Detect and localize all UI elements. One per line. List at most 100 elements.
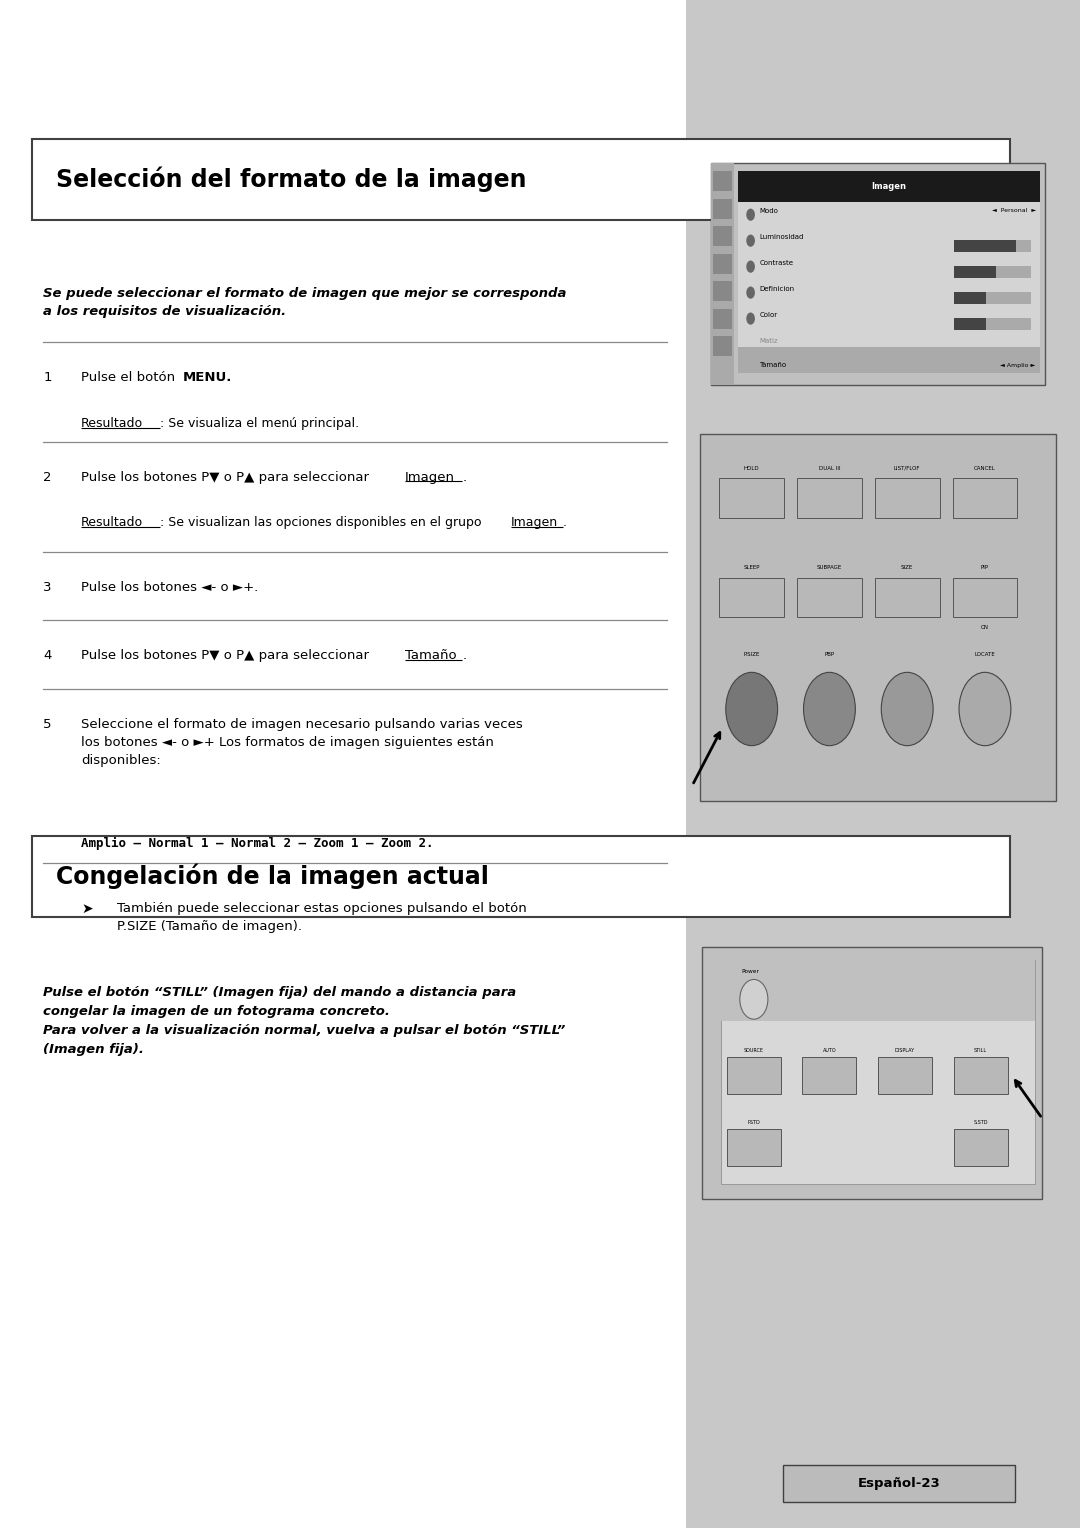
FancyBboxPatch shape (954, 318, 1031, 330)
Text: ON: ON (981, 625, 989, 630)
FancyBboxPatch shape (954, 292, 1031, 304)
FancyBboxPatch shape (802, 1057, 856, 1094)
FancyBboxPatch shape (954, 240, 1016, 252)
FancyBboxPatch shape (797, 478, 862, 518)
Text: Seleccione el formato de imagen necesario pulsando varias veces
los botones ◄- o: Seleccione el formato de imagen necesari… (81, 718, 523, 767)
Text: Amplio – Normal 1 – Normal 2 – Zoom 1 – Zoom 2.: Amplio – Normal 1 – Normal 2 – Zoom 1 – … (81, 837, 433, 851)
Text: .: . (563, 516, 567, 530)
Text: SLEEP: SLEEP (743, 565, 760, 570)
Text: Tamaño: Tamaño (405, 649, 457, 663)
FancyBboxPatch shape (719, 478, 784, 518)
FancyBboxPatch shape (32, 836, 1010, 917)
Text: STILL: STILL (974, 1048, 987, 1053)
Text: PSTD: PSTD (747, 1120, 760, 1125)
FancyBboxPatch shape (738, 171, 1040, 202)
Text: Pulse los botones P▼ o P▲ para seleccionar: Pulse los botones P▼ o P▲ para seleccion… (81, 649, 374, 663)
FancyBboxPatch shape (954, 240, 1031, 252)
Text: Definicion: Definicion (759, 286, 795, 292)
Circle shape (746, 287, 755, 299)
Text: DISPLAY: DISPLAY (895, 1048, 915, 1053)
Text: Pulse el botón: Pulse el botón (81, 371, 179, 385)
FancyBboxPatch shape (954, 318, 986, 330)
Text: Pulse los botones ◄- o ►+.: Pulse los botones ◄- o ►+. (81, 581, 258, 594)
Text: P.SIZE: P.SIZE (743, 652, 760, 657)
FancyBboxPatch shape (727, 1129, 781, 1166)
Text: CANCEL: CANCEL (974, 466, 996, 471)
FancyBboxPatch shape (711, 163, 734, 385)
Text: Imagen: Imagen (872, 182, 906, 191)
Text: S.STD: S.STD (973, 1120, 988, 1125)
Text: HOLD: HOLD (744, 466, 759, 471)
FancyBboxPatch shape (686, 0, 1080, 1528)
FancyBboxPatch shape (954, 266, 1031, 278)
FancyBboxPatch shape (713, 336, 732, 356)
Text: MENU.: MENU. (183, 371, 232, 385)
Text: ➤: ➤ (81, 902, 93, 915)
Text: PIP: PIP (981, 565, 989, 570)
Text: 1: 1 (43, 371, 52, 385)
Text: : Se visualizan las opciones disponibles en el grupo: : Se visualizan las opciones disponibles… (160, 516, 485, 530)
Text: Selección del formato de la imagen: Selección del formato de la imagen (56, 167, 527, 193)
FancyBboxPatch shape (878, 1057, 932, 1094)
FancyBboxPatch shape (797, 578, 862, 617)
Text: 4: 4 (43, 649, 52, 663)
Text: Pulse los botones P▼ o P▲ para seleccionar: Pulse los botones P▼ o P▲ para seleccion… (81, 471, 374, 484)
FancyBboxPatch shape (700, 434, 1056, 801)
Circle shape (881, 672, 933, 746)
FancyBboxPatch shape (719, 578, 784, 617)
Text: 2: 2 (43, 471, 52, 484)
FancyBboxPatch shape (953, 478, 1017, 518)
Text: Power: Power (741, 969, 759, 973)
Text: También puede seleccionar estas opciones pulsando el botón
P.SIZE (Tamaño de ima: También puede seleccionar estas opciones… (117, 902, 526, 932)
Text: ◄ Amplio ►: ◄ Amplio ► (1000, 364, 1036, 368)
Text: Imagen: Imagen (511, 516, 558, 530)
FancyBboxPatch shape (713, 171, 732, 191)
FancyBboxPatch shape (875, 478, 940, 518)
Text: SUBPAGE: SUBPAGE (816, 565, 842, 570)
Text: Se puede seleccionar el formato de imagen que mejor se corresponda
a los requisi: Se puede seleccionar el formato de image… (43, 287, 567, 318)
Text: Resultado: Resultado (81, 417, 144, 431)
Text: .: . (462, 471, 467, 484)
FancyBboxPatch shape (953, 578, 1017, 617)
FancyBboxPatch shape (713, 199, 732, 219)
Text: .: . (462, 649, 467, 663)
Circle shape (746, 234, 755, 248)
Text: Español-23: Español-23 (858, 1478, 941, 1490)
Text: Imagen: Imagen (405, 471, 455, 484)
Text: Modo: Modo (759, 208, 778, 214)
Text: Contraste: Contraste (759, 260, 793, 266)
FancyBboxPatch shape (713, 309, 732, 329)
Text: 5: 5 (43, 718, 52, 732)
Circle shape (746, 260, 755, 274)
Text: Matiz: Matiz (759, 338, 778, 344)
FancyBboxPatch shape (954, 1057, 1008, 1094)
FancyBboxPatch shape (721, 960, 1035, 1021)
Text: Color: Color (759, 312, 778, 318)
FancyBboxPatch shape (702, 947, 1042, 1199)
FancyBboxPatch shape (954, 266, 997, 278)
FancyBboxPatch shape (875, 578, 940, 617)
Text: : Se visualiza el menú principal.: : Se visualiza el menú principal. (160, 417, 359, 431)
FancyBboxPatch shape (727, 1057, 781, 1094)
Text: LOCATE: LOCATE (974, 652, 996, 657)
FancyBboxPatch shape (954, 1129, 1008, 1166)
FancyBboxPatch shape (713, 281, 732, 301)
Text: SIZE: SIZE (901, 565, 914, 570)
Circle shape (726, 672, 778, 746)
FancyBboxPatch shape (711, 163, 1045, 385)
FancyBboxPatch shape (954, 292, 986, 304)
Text: Resultado: Resultado (81, 516, 144, 530)
FancyBboxPatch shape (721, 960, 1035, 1184)
FancyBboxPatch shape (0, 0, 686, 1528)
Text: SOURCE: SOURCE (744, 1048, 764, 1053)
Circle shape (959, 672, 1011, 746)
FancyBboxPatch shape (32, 139, 1010, 220)
Text: Tamaño: Tamaño (759, 362, 786, 368)
FancyBboxPatch shape (713, 254, 732, 274)
FancyBboxPatch shape (783, 1465, 1015, 1502)
Circle shape (746, 313, 755, 325)
FancyBboxPatch shape (738, 347, 1040, 373)
FancyBboxPatch shape (738, 171, 1040, 373)
Text: DUAL III: DUAL III (819, 466, 840, 471)
Text: 3: 3 (43, 581, 52, 594)
